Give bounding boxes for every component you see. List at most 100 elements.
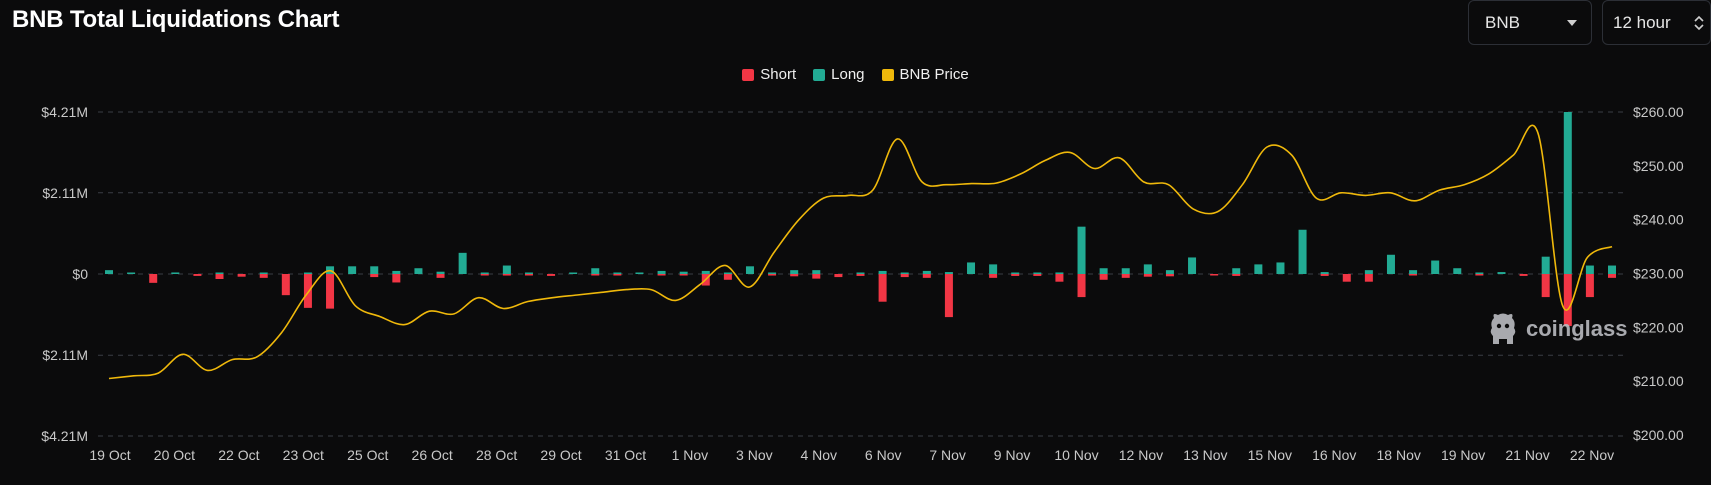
long-bar bbox=[1143, 264, 1152, 274]
x-tick-label: 9 Nov bbox=[994, 447, 1031, 463]
long-bar bbox=[1431, 260, 1440, 274]
long-bar bbox=[436, 271, 445, 274]
left-tick-label: $2.11M bbox=[42, 347, 88, 363]
long-bar bbox=[370, 266, 379, 274]
short-bar bbox=[944, 274, 953, 318]
price-line-layer bbox=[108, 124, 1613, 380]
short-bar bbox=[1055, 274, 1064, 282]
x-tick-label: 19 Oct bbox=[89, 447, 130, 463]
long-bar bbox=[768, 272, 777, 274]
short-bar bbox=[1475, 274, 1484, 276]
left-tick-label: $4.21M bbox=[41, 104, 88, 120]
x-tick-label: 18 Nov bbox=[1377, 447, 1421, 463]
long-bar bbox=[701, 270, 710, 274]
x-tick-label: 29 Oct bbox=[540, 447, 581, 463]
short-bar bbox=[524, 274, 533, 276]
short-bar bbox=[834, 274, 843, 278]
legend-item-short[interactable]: Short bbox=[742, 66, 796, 83]
x-tick-label: 12 Nov bbox=[1119, 447, 1163, 463]
watermark-text: coinglass bbox=[1526, 316, 1628, 341]
legend-label-long: Long bbox=[831, 66, 865, 83]
bnb-price-line bbox=[108, 124, 1613, 380]
short-bar bbox=[657, 274, 666, 276]
short-bar bbox=[1232, 274, 1241, 276]
short-bar bbox=[1585, 274, 1594, 298]
long-bar bbox=[171, 272, 180, 274]
long-bar bbox=[1497, 272, 1506, 274]
up-down-chevron-icon bbox=[1694, 1, 1704, 44]
right-tick-label: $200.00 bbox=[1633, 427, 1684, 443]
x-tick-label: 31 Oct bbox=[605, 447, 646, 463]
long-bar bbox=[989, 264, 998, 274]
x-tick-label: 15 Nov bbox=[1248, 447, 1292, 463]
long-bar bbox=[1475, 272, 1484, 274]
x-tick-label: 23 Oct bbox=[283, 447, 324, 463]
long-bar bbox=[1364, 270, 1373, 274]
long-bar bbox=[790, 270, 799, 274]
x-tick-label: 3 Nov bbox=[736, 447, 773, 463]
long-bar bbox=[591, 268, 600, 274]
long-bar bbox=[1011, 272, 1020, 274]
short-bar bbox=[237, 274, 246, 277]
long-bar bbox=[1386, 254, 1395, 274]
long-bar bbox=[1298, 229, 1307, 274]
long-bar bbox=[480, 272, 489, 274]
short-bar bbox=[790, 274, 799, 277]
x-tick-label: 6 Nov bbox=[865, 447, 902, 463]
long-bar bbox=[502, 265, 511, 274]
long-bar bbox=[1608, 265, 1616, 274]
long-bar bbox=[259, 272, 268, 274]
long-bar bbox=[1121, 268, 1130, 274]
x-tick-label: 16 Nov bbox=[1312, 447, 1356, 463]
coin-select[interactable]: BNB bbox=[1468, 0, 1592, 45]
short-bar bbox=[480, 274, 489, 276]
short-bar bbox=[259, 274, 268, 278]
short-bar bbox=[1364, 274, 1373, 282]
chart-legend: Short Long BNB Price bbox=[0, 66, 1711, 83]
right-tick-label: $210.00 bbox=[1633, 373, 1684, 389]
short-bar bbox=[1608, 274, 1616, 278]
short-bar bbox=[303, 274, 312, 308]
x-tick-label: 10 Nov bbox=[1054, 447, 1098, 463]
short-bar bbox=[812, 274, 821, 279]
long-bar bbox=[127, 272, 136, 274]
short-bar bbox=[1563, 274, 1572, 326]
short-bar bbox=[1165, 274, 1174, 277]
x-tick-label: 21 Nov bbox=[1505, 447, 1549, 463]
x-tick-label: 20 Oct bbox=[154, 447, 195, 463]
long-bar bbox=[1320, 272, 1329, 274]
long-bar bbox=[414, 268, 423, 274]
x-tick-label: 13 Nov bbox=[1183, 447, 1227, 463]
long-bar bbox=[105, 270, 113, 274]
x-tick-label: 26 Oct bbox=[412, 447, 453, 463]
long-bar bbox=[679, 271, 688, 274]
short-bar bbox=[1519, 274, 1528, 276]
right-axis: $260.00 $250.00 $240.00 $230.00 $220.00 $210.… bbox=[1633, 104, 1684, 443]
legend-item-price[interactable]: BNB Price bbox=[881, 66, 969, 83]
long-bar bbox=[348, 266, 357, 274]
long-bar bbox=[812, 270, 821, 274]
x-tick-label: 4 Nov bbox=[800, 447, 837, 463]
short-bar bbox=[436, 274, 445, 278]
long-bar bbox=[303, 272, 312, 274]
page-title: BNB Total Liquidations Chart bbox=[12, 6, 340, 33]
short-bar bbox=[856, 274, 865, 276]
short-bar bbox=[1099, 274, 1108, 280]
x-axis: 19 Oct 20 Oct 22 Oct 23 Oct 25 Oct 26 Oct 28 O… bbox=[89, 447, 1614, 463]
short-bar bbox=[768, 274, 777, 276]
x-tick-label: 22 Nov bbox=[1570, 447, 1614, 463]
short-bar bbox=[193, 274, 202, 276]
long-bar bbox=[723, 272, 732, 274]
short-bar bbox=[1011, 274, 1020, 276]
x-tick-label: 1 Nov bbox=[672, 447, 709, 463]
short-bar bbox=[1409, 274, 1418, 276]
short-bar bbox=[1121, 274, 1130, 278]
long-bar bbox=[1188, 257, 1197, 274]
coin-select-value: BNB bbox=[1485, 12, 1520, 32]
long-bar bbox=[613, 272, 622, 274]
long-bar bbox=[922, 270, 931, 274]
right-tick-label: $250.00 bbox=[1633, 158, 1684, 174]
short-bar bbox=[326, 274, 335, 309]
legend-item-long[interactable]: Long bbox=[813, 66, 865, 83]
